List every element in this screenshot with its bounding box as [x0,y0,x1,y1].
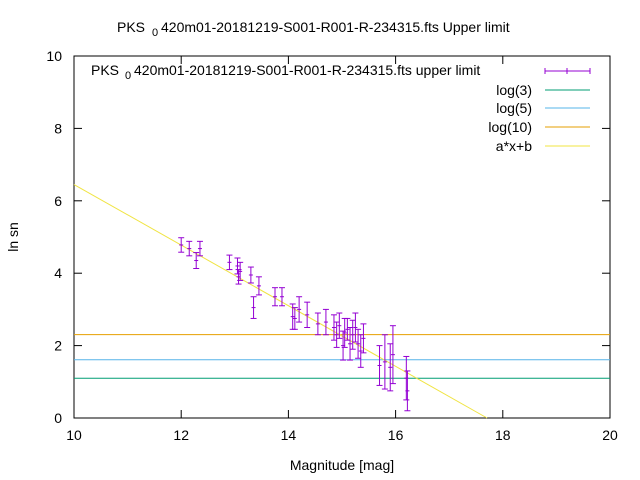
x-axis-label: Magnitude [mag] [290,457,394,473]
data-point [237,261,244,281]
y-tick-label: 10 [46,48,62,64]
legend-label-upper-limit-sub: 0 [125,70,131,82]
data-point [381,334,388,390]
data-point [387,343,394,392]
data-point [349,319,356,350]
y-tick-label: 8 [54,120,62,136]
series-points [178,237,411,412]
legend-label-log3: log(3) [496,82,532,98]
data-point [255,276,262,296]
legend-label-log5: log(5) [496,100,532,116]
data-point [340,330,347,361]
x-tick-label: 10 [66,427,82,443]
legend: PKS 0 420m01-20181219-S001-R001-R-234315… [91,62,591,154]
data-point [278,287,285,307]
data-point [193,252,200,269]
ticks: 10 12 14 16 18 20 0 2 4 6 8 10 [46,48,618,443]
legend-swatch-upper-limit [544,68,591,74]
series-lines [73,184,610,419]
data-point [352,312,359,343]
data-point [291,307,298,330]
chart-title: PKS 0 420m01-20181219-S001-R001-R-234315… [117,19,510,39]
data-point [333,321,340,348]
legend-label-fit: a*x+b [496,138,532,154]
x-tick-label: 16 [388,427,404,443]
x-tick-label: 14 [281,427,297,443]
x-tick-label: 20 [602,427,618,443]
data-point [272,287,278,307]
legend-label-log10: log(10) [488,119,532,135]
legend-label-upper-limit-pre: PKS [91,62,119,78]
data-point [336,312,343,339]
y-axis-label: ln sn [5,222,21,252]
fit-line [73,184,488,419]
data-point [360,323,367,354]
data-point [389,325,396,385]
data-point [178,237,185,253]
legend-label-upper-limit-post: 420m01-20181219-S001-R001-R-234315.fts u… [134,62,480,78]
data-point [357,334,364,368]
data-point [226,254,233,271]
data-point [296,296,303,323]
data-point [355,328,362,359]
chart-title-sub: 0 [152,27,158,39]
y-tick-label: 0 [54,410,62,426]
x-tick-label: 18 [495,427,511,443]
y-tick-label: 4 [54,265,62,281]
chart-title-pre: PKS [117,19,145,35]
data-point [196,240,203,257]
data-point [347,327,354,361]
data-point [322,308,329,336]
x-tick-label: 12 [173,427,189,443]
data-point [234,257,241,275]
data-point [314,312,321,336]
data-point [247,266,254,284]
data-point [376,345,383,386]
data-point [341,317,348,348]
data-point [304,301,311,328]
data-point [330,314,337,341]
data-point [250,296,257,319]
data-point [404,370,411,412]
data-point [344,317,351,341]
legend-entry-upper-limit: PKS 0 420m01-20181219-S001-R001-R-234315… [91,62,480,82]
chart-title-post: 420m01-20181219-S001-R001-R-234315.fts U… [161,19,510,35]
y-tick-label: 6 [54,193,62,209]
plot-frame [73,55,611,419]
data-point [403,355,410,401]
y-tick-label: 2 [54,338,62,354]
data-point [186,240,193,257]
